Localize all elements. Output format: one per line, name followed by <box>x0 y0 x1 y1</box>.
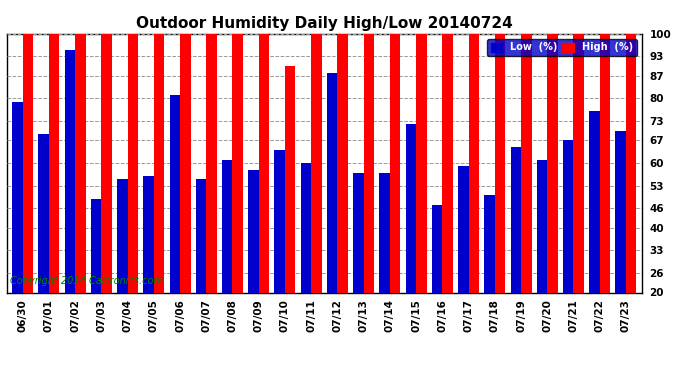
Bar <box>521 2 531 292</box>
Bar <box>589 111 600 292</box>
Bar <box>327 73 337 292</box>
Bar <box>337 0 348 292</box>
Bar <box>170 95 180 292</box>
Bar <box>222 160 233 292</box>
Bar <box>180 0 190 292</box>
Bar <box>511 147 521 292</box>
Bar <box>275 150 285 292</box>
Bar <box>154 0 164 292</box>
Bar <box>65 50 75 292</box>
Bar <box>495 24 505 292</box>
Bar <box>390 18 400 292</box>
Bar <box>233 0 243 292</box>
Bar <box>573 18 584 292</box>
Bar <box>547 18 558 292</box>
Bar <box>416 0 426 292</box>
Bar <box>117 179 128 292</box>
Bar <box>626 27 636 292</box>
Bar <box>380 173 390 292</box>
Bar <box>311 0 322 292</box>
Bar <box>128 18 138 292</box>
Bar <box>469 18 479 292</box>
Bar <box>364 0 374 292</box>
Bar <box>285 66 295 292</box>
Bar <box>23 0 33 292</box>
Bar <box>458 166 469 292</box>
Title: Outdoor Humidity Daily High/Low 20140724: Outdoor Humidity Daily High/Low 20140724 <box>136 16 513 31</box>
Text: Copyright 2014 Cartronics.com: Copyright 2014 Cartronics.com <box>10 276 163 286</box>
Legend: Low  (%), High  (%): Low (%), High (%) <box>487 39 637 56</box>
Bar <box>442 0 453 292</box>
Bar <box>248 170 259 292</box>
Bar <box>537 160 547 292</box>
Bar <box>12 102 23 292</box>
Bar <box>406 124 416 292</box>
Bar <box>91 199 101 292</box>
Bar <box>615 131 626 292</box>
Bar <box>75 0 86 292</box>
Bar <box>49 0 59 292</box>
Bar <box>206 0 217 292</box>
Bar <box>484 195 495 292</box>
Bar <box>432 205 442 292</box>
Bar <box>39 134 49 292</box>
Bar <box>259 0 269 292</box>
Bar <box>600 18 610 292</box>
Bar <box>563 141 573 292</box>
Bar <box>101 0 112 292</box>
Bar <box>144 176 154 292</box>
Bar <box>353 173 364 292</box>
Bar <box>301 163 311 292</box>
Bar <box>196 179 206 292</box>
